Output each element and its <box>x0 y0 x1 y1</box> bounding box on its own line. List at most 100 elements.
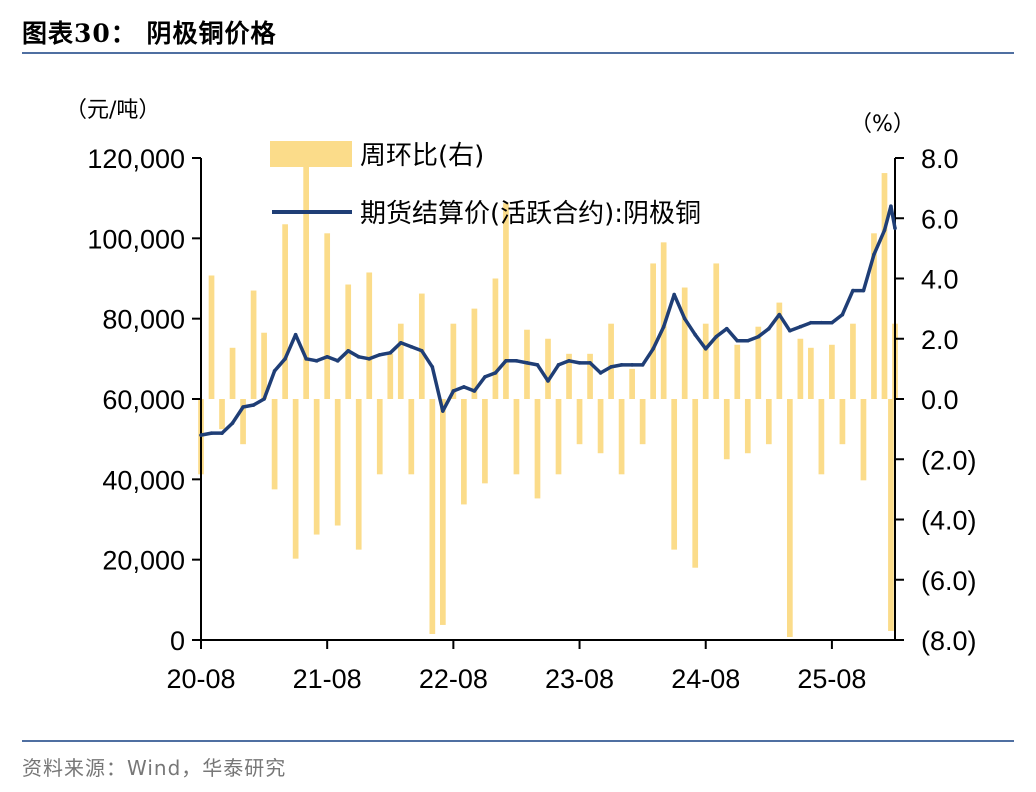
price-point <box>420 349 424 353</box>
price-point <box>693 332 698 337</box>
price-point <box>661 324 666 329</box>
right-tick-label: (4.0) <box>921 506 977 536</box>
right-tick-label: (8.0) <box>921 626 977 656</box>
legend-swatch-bar <box>270 141 352 167</box>
source-rule <box>22 740 1014 742</box>
bar-mark <box>566 353 572 399</box>
price-point <box>199 433 203 437</box>
right-tick-label: (2.0) <box>921 445 977 475</box>
bar-mark <box>650 263 656 399</box>
x-tick-label: 24-08 <box>671 664 740 694</box>
bar-mark <box>492 278 499 399</box>
legend-label-line: 期货结算价(活跃合约):阴极铜 <box>360 199 701 229</box>
right-tick-label: (6.0) <box>921 566 977 596</box>
bar-mark <box>439 399 446 625</box>
price-point <box>441 409 445 413</box>
bar-mark <box>660 242 667 399</box>
price-line <box>200 204 897 437</box>
bar-mark <box>545 338 551 399</box>
price-point <box>609 365 613 369</box>
bar-mark <box>765 399 772 445</box>
bar-mark <box>608 323 614 399</box>
price-point <box>756 334 761 339</box>
bar-mark <box>250 290 257 399</box>
bar-mark <box>888 399 894 631</box>
price-point <box>703 346 708 351</box>
price-point <box>367 357 372 361</box>
price-point <box>409 344 414 349</box>
bar-mark <box>555 399 562 475</box>
price-point <box>882 228 887 233</box>
price-point <box>462 385 466 389</box>
right-tick-label: 0.0 <box>921 385 959 415</box>
price-point <box>293 332 298 337</box>
right-tick-label: 4.0 <box>921 265 959 295</box>
bar-mark <box>850 323 856 399</box>
bar-mark <box>860 399 867 481</box>
price-point <box>640 363 645 367</box>
price-point <box>682 316 687 321</box>
price-point <box>262 397 266 401</box>
price-point <box>893 226 897 231</box>
bar-mark <box>324 233 331 399</box>
title-rule <box>22 52 1014 54</box>
bar-mark <box>397 323 404 399</box>
price-point <box>567 359 571 363</box>
price-point <box>819 320 824 325</box>
bar-mark <box>376 399 383 475</box>
price-point <box>798 324 803 329</box>
left-axis-unit: （元/吨） <box>65 98 160 123</box>
price-point <box>472 389 477 393</box>
price-point <box>430 365 435 369</box>
bar-mark <box>418 293 425 399</box>
price-point <box>388 351 393 355</box>
chart-svg: 0 20,000 40,000 60,000 80,000 100,000 120,000 (… <box>65 98 977 694</box>
left-tick-label: 20,000 <box>102 546 185 576</box>
bar-mark <box>713 263 720 399</box>
bar-mark <box>755 326 762 399</box>
bar-mark <box>482 399 488 484</box>
bar-series-weekly-change <box>198 158 898 637</box>
legend-label-bar: 周环比(右) <box>360 141 484 171</box>
bar-mark <box>808 347 814 399</box>
bar-mark <box>829 344 835 399</box>
right-tick-label: 8.0 <box>921 144 959 174</box>
bar-mark <box>334 399 341 526</box>
bar-mark <box>429 399 436 634</box>
price-point <box>483 375 487 379</box>
bar-mark <box>303 158 310 399</box>
price-point <box>398 340 403 345</box>
line-series-layer <box>199 204 897 437</box>
price-point <box>283 357 287 361</box>
bar-mark <box>671 399 678 550</box>
left-tick-label: 100,000 <box>87 224 185 254</box>
price-point <box>209 431 214 435</box>
bar-mark <box>597 399 604 454</box>
price-point <box>304 357 308 361</box>
figure-title: 图表30： 阴极铜价格 <box>22 19 277 48</box>
price-point <box>777 312 782 317</box>
bar-mark <box>723 399 730 460</box>
bar-mark <box>776 302 783 399</box>
price-point <box>241 405 245 409</box>
bar-mark <box>839 399 846 445</box>
bar-mark <box>513 399 520 475</box>
bar-mark <box>503 203 509 399</box>
source-note: 资料来源：Wind，华泰研究 <box>22 756 287 780</box>
x-tick-label: 20-08 <box>166 664 235 694</box>
bar-mark <box>797 338 804 399</box>
price-point <box>546 379 550 383</box>
bar-mark <box>787 399 793 637</box>
bar-mark <box>639 399 646 445</box>
bar-mark <box>208 275 215 399</box>
left-tick-label: 60,000 <box>102 385 185 415</box>
price-point <box>230 421 235 425</box>
price-point <box>889 204 893 208</box>
bar-mark <box>734 344 741 399</box>
price-point <box>356 355 361 359</box>
price-point <box>377 353 382 357</box>
price-point <box>745 338 750 343</box>
x-tick-label: 22-08 <box>419 664 488 694</box>
bar-mark <box>292 399 299 559</box>
bar-mark <box>282 224 288 399</box>
